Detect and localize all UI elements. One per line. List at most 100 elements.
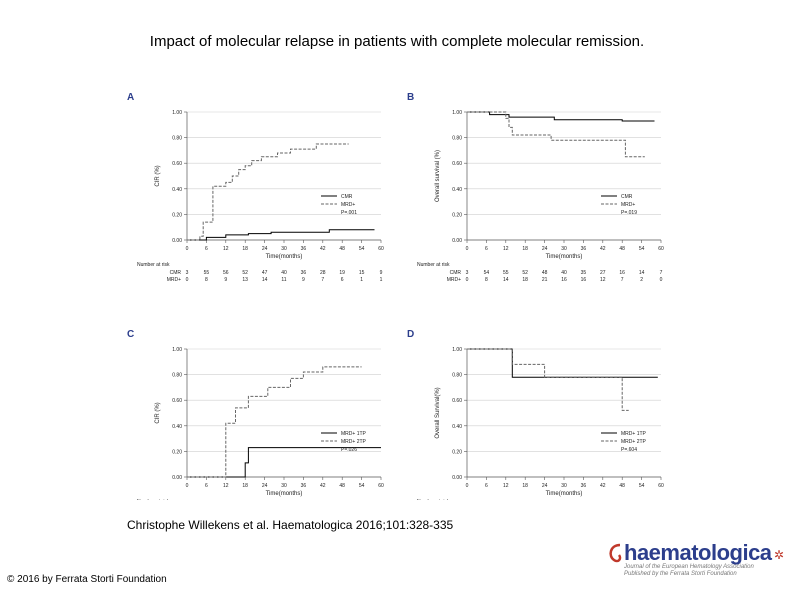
risk-row-label: MRD+ (167, 277, 181, 283)
risk-value: 52 (522, 270, 528, 276)
risk-value: 27 (600, 270, 606, 276)
series-mrd- (187, 143, 349, 241)
x-tick-label: 12 (223, 246, 229, 252)
risk-value: 9 (380, 270, 383, 276)
x-tick-label: 18 (242, 246, 248, 252)
risk-value: 14 (262, 277, 268, 283)
legend-entry: MRD+ 2TP (621, 439, 647, 445)
risk-row-label: CMR (450, 270, 462, 276)
p-value: P=.026 (341, 447, 357, 453)
risk-value: 0 (466, 277, 469, 283)
x-tick-label: 54 (639, 483, 645, 489)
legend-entry: MRD+ 1TP (621, 431, 647, 437)
x-axis-label: Time(months) (266, 254, 303, 260)
x-tick-label: 0 (466, 246, 469, 252)
risk-value: 0 (660, 277, 663, 283)
risk-value: 11 (281, 277, 286, 283)
x-tick-label: 54 (359, 483, 365, 489)
risk-value: 9 (302, 277, 305, 283)
y-axis-label: Overall survival (%) (435, 150, 441, 202)
risk-value: 36 (301, 270, 307, 276)
y-tick-label: 0.60 (452, 398, 462, 404)
x-tick-label: 18 (242, 483, 248, 489)
x-tick-label: 48 (339, 246, 345, 252)
legend-entry: MRD+ (621, 202, 635, 208)
x-tick-label: 54 (359, 246, 365, 252)
y-tick-label: 0.20 (172, 212, 182, 218)
x-tick-label: 24 (542, 246, 548, 252)
risk-value: 48 (542, 270, 548, 276)
x-tick-label: 48 (619, 246, 625, 252)
x-tick-label: 60 (378, 246, 384, 252)
x-tick-label: 6 (205, 483, 208, 489)
risk-value: 47 (262, 270, 268, 276)
risk-value: 52 (242, 270, 248, 276)
risk-value: 7 (321, 277, 324, 283)
panel-label: B (407, 92, 414, 103)
x-tick-label: 60 (378, 483, 384, 489)
citation: Christophe Willekens et al. Haematologic… (127, 518, 454, 532)
x-tick-label: 54 (639, 246, 645, 252)
risk-value: 12 (600, 277, 606, 283)
risk-value: 6 (341, 277, 344, 283)
x-tick-label: 24 (262, 246, 268, 252)
risk-value: 3 (186, 270, 189, 276)
logo-mark-icon: ✲ (773, 548, 784, 562)
y-axis-label: CIR (%) (155, 165, 161, 186)
y-tick-label: 0.40 (172, 424, 182, 430)
x-tick-label: 36 (301, 483, 307, 489)
km-figure: A0.000.200.400.600.801.000 6 12 18 24 30 36 42 4… (127, 92, 664, 500)
risk-value: 7 (621, 277, 624, 283)
series-mrd-2tp (187, 366, 362, 478)
risk-table-header: Number at risk (417, 499, 450, 500)
x-tick-label: 36 (581, 246, 587, 252)
risk-value: 16 (561, 277, 567, 283)
risk-value: 55 (503, 270, 509, 276)
risk-value: 7 (660, 270, 663, 276)
y-tick-label: 1.00 (172, 347, 182, 353)
risk-value: 14 (503, 277, 509, 283)
risk-value: 54 (484, 270, 490, 276)
risk-value: 14 (639, 270, 645, 276)
p-value: P=.001 (341, 210, 357, 216)
series-mrd- (467, 111, 645, 158)
x-tick-label: 18 (522, 246, 528, 252)
legend-entry: CMR (621, 194, 633, 200)
risk-row-label: MRD+ (447, 277, 461, 283)
y-tick-label: 0.40 (172, 187, 182, 193)
panel-b: B0.000.200.400.600.801.000 6 12 18 24 30 36 42 4… (407, 92, 664, 283)
y-axis-label: Overall Survival(%) (435, 387, 441, 438)
y-tick-label: 1.00 (452, 347, 462, 353)
y-tick-label: 1.00 (452, 110, 462, 116)
x-tick-label: 6 (485, 483, 488, 489)
logo-tagline-1: Journal of the European Hematology Assoc… (624, 564, 754, 570)
y-tick-label: 0.60 (172, 398, 182, 404)
x-tick-label: 24 (542, 483, 548, 489)
risk-value: 13 (242, 277, 248, 283)
y-tick-label: 0.80 (172, 373, 182, 379)
risk-value: 40 (561, 270, 567, 276)
x-axis-label: Time(months) (546, 254, 583, 260)
x-tick-label: 42 (600, 483, 606, 489)
x-tick-label: 18 (522, 483, 528, 489)
x-tick-label: 0 (466, 483, 469, 489)
series-mrd-2tp (467, 348, 629, 411)
y-tick-label: 0.80 (452, 136, 462, 142)
panel-a: A0.000.200.400.600.801.000 6 12 18 24 30 36 42 4… (127, 92, 384, 283)
risk-value: 18 (522, 277, 528, 283)
y-tick-label: 0.20 (452, 449, 462, 455)
panel-c: C 0.00 0.20 0.40 0.60 0.80 1.00 0 6 12 18 24 30 36 42 4… (127, 329, 384, 500)
series-cmr (467, 111, 655, 122)
risk-value: 55 (204, 270, 210, 276)
x-tick-label: 0 (186, 483, 189, 489)
y-tick-label: 0.00 (452, 238, 462, 244)
risk-table-header: Number at risk (417, 262, 450, 268)
y-tick-label: 0.00 (172, 475, 182, 481)
risk-table-header: Number at risk (137, 262, 170, 268)
y-tick-label: 0.40 (452, 187, 462, 193)
risk-row-label: CMR (170, 270, 182, 276)
swirl-icon (609, 543, 622, 563)
risk-value: 16 (619, 270, 625, 276)
haematologica-logo: haematologica Journal of the European He… (606, 540, 786, 580)
risk-value: 9 (224, 277, 227, 283)
